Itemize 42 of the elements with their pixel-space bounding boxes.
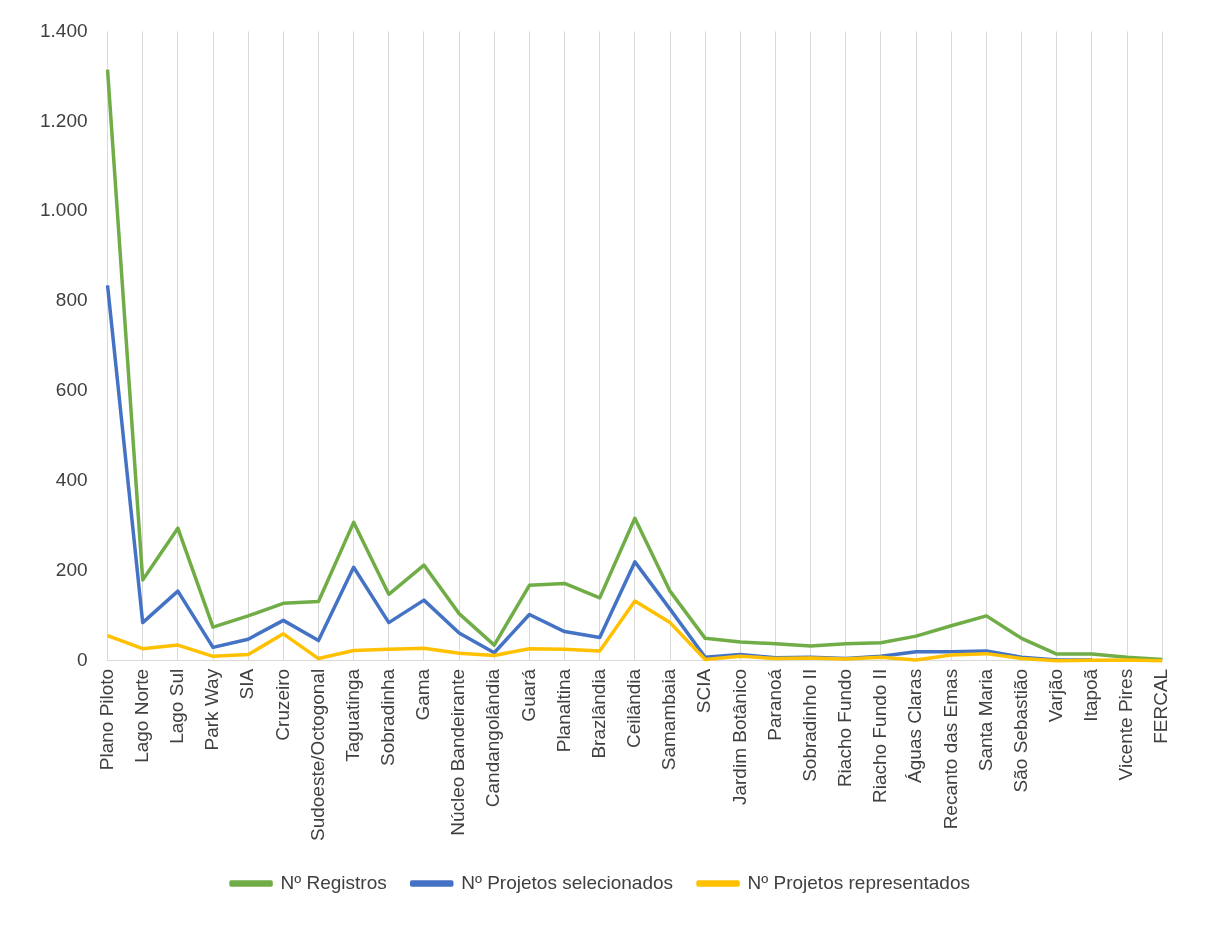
x-tick-label: FERCAL [1150, 668, 1172, 744]
x-tick-label: Núcleo Bandeirante [447, 668, 469, 836]
y-tick-label: 0 [76, 649, 88, 671]
y-tick-label: 600 [55, 379, 88, 401]
x-tick-label: Gama [412, 668, 434, 721]
legend-label: Nº Registros [280, 871, 387, 893]
x-tick-label: Ceilândia [623, 668, 645, 749]
x-tick-label: SIA [236, 668, 258, 700]
x-tick-label: Guará [517, 668, 539, 722]
y-tick-label: 200 [55, 559, 88, 581]
y-tick-label: 1.000 [40, 199, 88, 221]
x-tick-label: Samambaia [658, 668, 680, 771]
x-tick-label: Vicente Pires [1115, 668, 1137, 781]
x-tick-label: Planaltina [552, 668, 574, 753]
x-tick-label: Águas Claras [904, 668, 926, 783]
x-tick-label: Riacho Fundo [834, 668, 856, 788]
x-tick-label: Varjão [1044, 668, 1066, 723]
x-tick-label: Candangolândia [482, 668, 504, 808]
y-tick-label: 1.200 [40, 109, 88, 131]
y-tick-label: 400 [55, 469, 88, 491]
legend-label: Nº Projetos representados [747, 871, 970, 893]
x-tick-label: Park Way [201, 668, 223, 751]
x-tick-label: Plano Piloto [95, 668, 117, 771]
y-tick-label: 1.400 [40, 19, 88, 41]
x-tick-label: Sudoeste/Octogonal [306, 668, 328, 842]
x-tick-label: Jardim Botânico [728, 668, 750, 806]
x-tick-label: Riacho Fundo II [869, 668, 891, 803]
x-tick-label: Sobradinha [377, 668, 399, 767]
x-tick-label: Itapoã [1080, 668, 1102, 722]
x-tick-label: São Sebastião [1009, 668, 1031, 793]
x-tick-label: Recanto das Emas [939, 668, 961, 830]
x-tick-label: Taguatinga [341, 668, 363, 762]
x-tick-label: Lago Norte [130, 668, 152, 763]
x-tick-label: Paranoá [763, 668, 785, 741]
x-tick-label: Lago Sul [166, 668, 188, 744]
x-tick-label: Cruzeiro [271, 668, 293, 741]
y-tick-label: 800 [55, 289, 88, 311]
x-tick-label: SCIA [693, 668, 715, 714]
x-tick-label: Brazlândia [587, 668, 609, 759]
x-tick-label: Santa Maria [974, 668, 996, 772]
x-tick-label: Sobradinho II [798, 668, 820, 782]
legend-label: Nº Projetos selecionados [461, 871, 674, 893]
